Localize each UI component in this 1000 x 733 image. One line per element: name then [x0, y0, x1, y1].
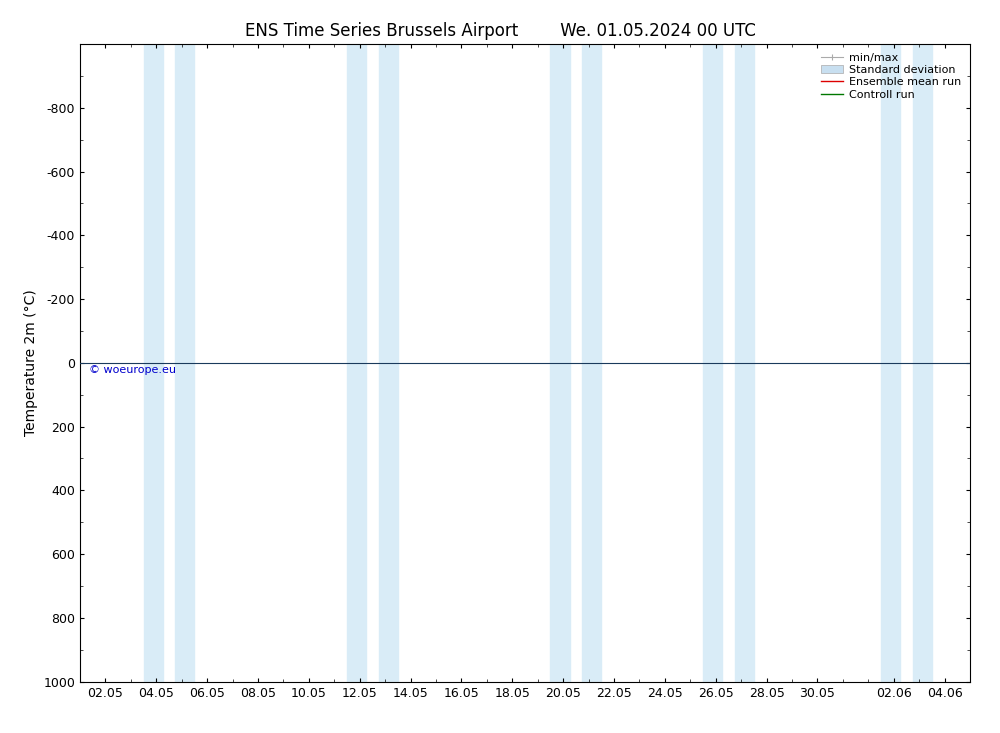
Bar [550, 44, 570, 682]
Text: © woeurope.eu: © woeurope.eu [89, 365, 176, 375]
Bar [735, 44, 754, 682]
Text: ENS Time Series Brussels Airport        We. 01.05.2024 00 UTC: ENS Time Series Brussels Airport We. 01.… [245, 22, 755, 40]
Bar [913, 44, 932, 682]
Bar [144, 44, 163, 682]
Y-axis label: Temperature 2m (°C): Temperature 2m (°C) [24, 290, 38, 436]
Bar [582, 44, 601, 682]
Bar [175, 44, 194, 682]
Bar [881, 44, 900, 682]
Bar [703, 44, 722, 682]
Bar [379, 44, 398, 682]
Bar [347, 44, 366, 682]
Legend: min/max, Standard deviation, Ensemble mean run, Controll run: min/max, Standard deviation, Ensemble me… [818, 50, 964, 103]
